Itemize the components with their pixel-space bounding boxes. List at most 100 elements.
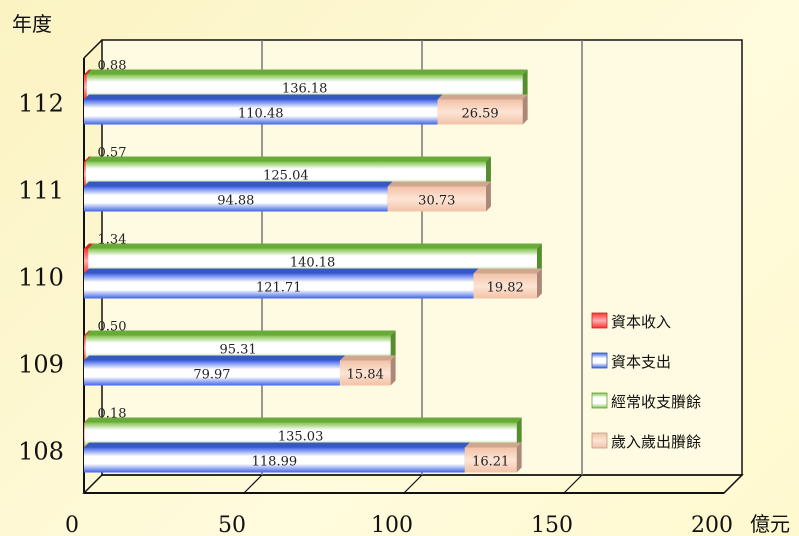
bar-overall-surplus-top	[387, 181, 491, 187]
x-tick-label: 200	[691, 513, 733, 536]
data-label: 16.21	[472, 455, 509, 470]
bar-overall-surplus-side	[522, 94, 528, 125]
legend-swatch	[591, 352, 608, 369]
bar-recurring-surplus-side	[536, 243, 542, 274]
bar-capital-expenditure-top	[84, 355, 345, 361]
bar-recurring-surplus-side	[522, 69, 528, 100]
y-axis-title: 年度	[12, 12, 52, 36]
data-label: 79.97	[193, 368, 230, 383]
bar-capital-expenditure-top	[84, 268, 479, 274]
bar-recurring-surplus-top	[85, 156, 491, 162]
bar-capital-expenditure-top	[84, 181, 393, 187]
bar-overall-surplus-top	[464, 442, 522, 448]
bar-recurring-surplus-top	[88, 243, 542, 249]
legend-swatch	[591, 312, 608, 329]
data-label: 0.18	[98, 407, 127, 422]
data-label: 140.18	[290, 256, 336, 271]
x-tick-label: 50	[218, 513, 246, 536]
bar-overall-surplus-front	[339, 360, 391, 386]
data-label: 135.03	[278, 430, 324, 445]
plot-left-top-edge	[83, 39, 103, 59]
x-axis-unit: 億元	[750, 512, 790, 536]
floor-gridline	[723, 474, 743, 494]
bar-overall-surplus-front	[464, 447, 517, 473]
legend-label: 資本收入	[611, 313, 671, 331]
bar-capital-expenditure-front	[84, 99, 438, 125]
bar-overall-surplus-top	[339, 355, 396, 361]
legend-label: 歲入歲出賸餘	[611, 433, 701, 451]
data-label: 15.84	[347, 368, 384, 383]
x-tick-label: 100	[371, 513, 413, 536]
legend-label: 經常收支賸餘	[611, 393, 701, 411]
data-label: 125.04	[263, 169, 309, 184]
bar-capital-expenditure-top	[84, 94, 443, 100]
bar-capital-revenue-top	[84, 243, 94, 249]
bar-overall-surplus	[464, 442, 522, 473]
y-tick-label: 110	[18, 264, 64, 292]
data-label: 19.82	[487, 281, 524, 296]
bar-capital-expenditure	[84, 268, 479, 299]
bar-capital-expenditure	[84, 94, 443, 125]
data-label: 94.88	[217, 194, 254, 209]
y-tick-label: 112	[18, 90, 64, 118]
bar-recurring-surplus-side	[390, 330, 396, 361]
bar-recurring-surplus-side	[516, 417, 522, 448]
bar-overall-surplus	[339, 355, 396, 386]
data-label: 136.18	[282, 82, 328, 97]
bar-capital-revenue-top	[84, 156, 91, 162]
bar-capital-expenditure-front	[84, 273, 474, 299]
x-tick-label: 150	[531, 513, 573, 536]
data-label: 0.50	[98, 320, 127, 335]
bar-overall-surplus-front	[387, 186, 486, 212]
bar-capital-revenue-top	[84, 417, 90, 423]
y-tick-label: 109	[18, 351, 64, 379]
data-label: 0.57	[98, 146, 127, 161]
bar-capital-expenditure	[84, 181, 393, 212]
bar-overall-surplus-front	[473, 273, 537, 299]
bar-capital-revenue-front	[84, 161, 86, 187]
legend-label: 資本支出	[611, 353, 671, 371]
data-label: 110.48	[238, 107, 284, 122]
bar-capital-revenue-front	[84, 248, 89, 274]
y-tick-label: 108	[18, 438, 64, 466]
legend-swatch	[591, 432, 608, 449]
bar-overall-surplus-top	[437, 94, 528, 100]
y-tick-label: 111	[18, 177, 64, 205]
bar-overall-surplus	[473, 268, 542, 299]
data-label: 118.99	[252, 455, 298, 470]
data-label: 0.88	[98, 59, 127, 74]
bar-capital-revenue-front	[84, 335, 86, 361]
bar-recurring-surplus-top	[85, 330, 396, 336]
bar-capital-expenditure-top	[84, 442, 470, 448]
bar-recurring-surplus-side	[485, 156, 491, 187]
floor-gridline	[563, 474, 583, 494]
data-label: 95.31	[219, 343, 256, 358]
bar-capital-expenditure-front	[84, 186, 388, 212]
bar-capital-revenue-front	[84, 422, 85, 448]
bar-overall-surplus-side	[536, 268, 542, 299]
bar-overall-surplus	[437, 94, 528, 125]
bar-capital-expenditure	[84, 355, 345, 386]
bar-overall-surplus-side	[516, 442, 522, 473]
bar-capital-revenue-top	[84, 69, 92, 75]
floor-gridline	[243, 474, 263, 494]
x-tick-label: 0	[65, 513, 79, 536]
data-label: 121.71	[256, 281, 302, 296]
legend-swatch	[591, 392, 608, 409]
bar-capital-expenditure-front	[84, 447, 465, 473]
floor-gridline	[403, 474, 423, 494]
bar-capital-revenue-top	[84, 330, 91, 336]
bar-recurring-surplus-top	[84, 417, 522, 423]
bar-capital-expenditure-front	[84, 360, 340, 386]
bar-overall-surplus-top	[473, 268, 542, 274]
data-label: 1.34	[98, 233, 127, 248]
bar-overall-surplus-side	[390, 355, 396, 386]
bar-overall-surplus-front	[437, 99, 523, 125]
data-label: 26.59	[461, 107, 498, 122]
bar-overall-surplus-side	[485, 181, 491, 212]
bar-overall-surplus	[387, 181, 491, 212]
data-label: 30.73	[418, 194, 455, 209]
bar-capital-revenue-front	[84, 74, 87, 100]
bar-recurring-surplus-top	[86, 69, 528, 75]
